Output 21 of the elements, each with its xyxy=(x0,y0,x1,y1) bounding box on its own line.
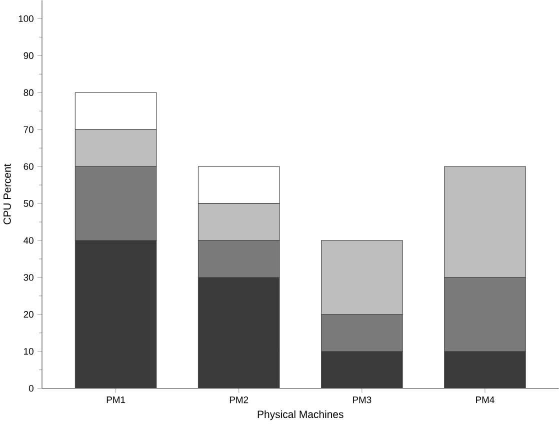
y-tick-label: 90 xyxy=(24,52,34,60)
bar xyxy=(320,351,403,389)
y-tick-label: 100 xyxy=(18,16,34,22)
y-tick-label: 50 xyxy=(24,200,34,208)
y-tick-label: 40 xyxy=(24,237,34,244)
y-tick-label: 0 xyxy=(28,385,34,392)
y-tick-label: 20 xyxy=(24,311,34,318)
x-tick-label: PM1 xyxy=(106,396,126,404)
bar xyxy=(444,351,526,389)
y-tick-label: 60 xyxy=(24,163,34,170)
y-axis-title: CPU Percent xyxy=(3,164,11,224)
y-tick-label: 80 xyxy=(24,89,34,96)
x-tick-label: PM2 xyxy=(230,396,248,404)
y-tick-label: 10 xyxy=(24,348,34,355)
y-tick-label: 30 xyxy=(24,274,34,281)
x-axis-title: Physical Machines xyxy=(258,410,344,420)
x-tick-label: PM3 xyxy=(353,396,372,404)
bar xyxy=(74,240,157,389)
x-tick-label: PM4 xyxy=(476,396,494,404)
y-tick-label: 70 xyxy=(24,126,34,134)
bar xyxy=(198,277,280,389)
